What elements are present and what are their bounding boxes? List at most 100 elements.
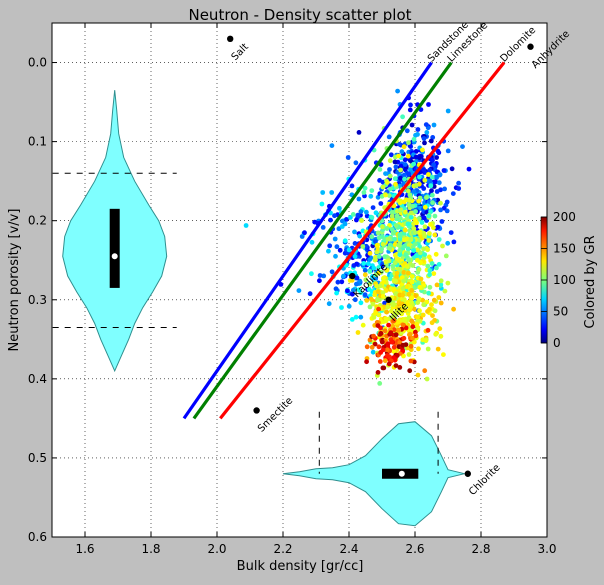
lithology-line-dolomite [219,61,506,420]
scatter-point [411,189,417,194]
colorbar-tick-label: 100 [553,273,576,287]
scatter-point [335,279,341,285]
scatter-point [430,157,435,163]
scatter-point [409,274,415,279]
scatter-point [414,253,419,259]
scatter-point [339,279,345,285]
scatter-point [382,358,388,364]
scatter-point [383,171,388,177]
scatter-point [415,132,420,137]
scatter-point [409,122,415,128]
scatter-point [426,213,432,219]
y-tick-label: 0.1 [28,135,47,149]
scatter-point [362,292,368,298]
scatter-point [406,257,412,263]
scatter-point [349,277,355,283]
scatter-point [386,322,391,328]
scatter-point [395,319,401,325]
scatter-point [393,363,399,368]
scatter-point [352,254,358,259]
scatter-point [326,248,331,254]
violin-horizontal-body [282,421,465,527]
scatter-point [337,247,343,253]
scatter-point [428,138,434,144]
scatter-point [427,231,432,236]
scatter-point [435,197,441,203]
scatter-point [422,140,427,146]
scatter-point [362,185,368,191]
scatter-point [349,183,355,189]
scatter-point [388,186,393,192]
scatter-point [341,273,346,279]
scatter-point [431,225,436,231]
scatter-point [397,232,403,238]
scatter-point [414,321,420,327]
scatter-point [408,214,414,220]
scatter-point [403,325,409,331]
scatter-point [412,230,418,236]
scatter-point [438,200,443,206]
scatter-point [398,167,403,173]
scatter-point [398,163,404,169]
scatter-point [395,88,400,94]
scatter-point [388,330,394,335]
scatter-point [375,289,381,295]
scatter-point [375,194,381,200]
scatter-point [411,306,417,312]
scatter-point [443,253,449,259]
mineral-point-kaolinite [349,272,356,280]
scatter-point [364,213,370,219]
scatter-point [408,347,414,353]
scatter-point [417,318,423,324]
scatter-point [367,269,373,274]
scatter-point [460,144,465,150]
scatter-point [355,212,361,218]
scatter-point [394,256,400,262]
scatter-point [363,243,369,249]
x-tick-label: 1.6 [75,542,94,556]
scatter-point [411,339,417,345]
scatter-point [368,296,374,302]
scatter-point [425,247,430,253]
scatter-point [375,242,380,248]
scatter-point [429,188,434,194]
scatter-point [390,302,396,308]
scatter-point [407,331,413,337]
scatter-point [429,261,435,266]
scatter-point [417,308,422,314]
y-tick-label: 0.4 [28,372,47,386]
scatter-point [321,273,327,279]
scatter-point [329,269,335,275]
scatter-point [402,176,407,182]
scatter-point [424,130,430,135]
scatter-point [333,253,338,259]
scatter-point [406,197,412,203]
scatter-point [376,306,381,312]
scatter-point [406,242,412,248]
scatter-point [415,372,421,378]
scatter-point [409,295,415,301]
scatter-point [392,260,398,265]
scatter-point [393,223,399,228]
scatter-point [362,267,368,273]
scatter-point [398,301,404,307]
scatter-point [411,161,417,167]
scatter-point [409,318,415,324]
scatter-point [397,340,403,345]
scatter-point [425,346,431,352]
scatter-point [352,229,357,235]
scatter-point [376,270,382,276]
scatter-point [368,193,374,199]
scatter-point [309,271,314,277]
scatter-point [344,217,349,222]
x-axis-label: Bulk density [gr/cc] [237,559,364,574]
scatter-points [243,88,472,386]
scatter-point [402,162,408,167]
scatter-point [396,153,401,159]
scatter-point [405,246,411,252]
scatter-point [379,246,384,252]
scatter-point [349,317,355,322]
scatter-point [451,239,457,245]
scatter-point [387,167,392,172]
